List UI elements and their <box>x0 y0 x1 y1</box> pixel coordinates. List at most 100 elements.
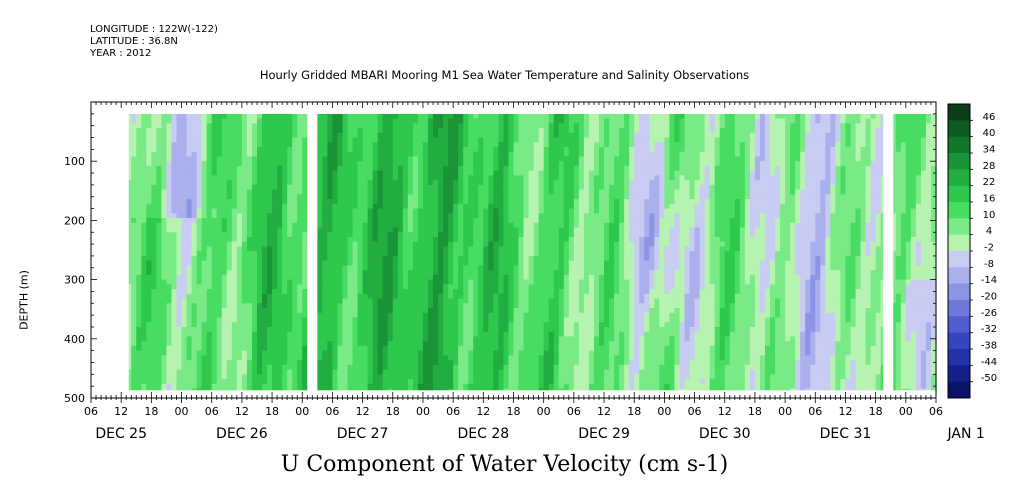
heatmap-cell <box>256 170 263 177</box>
heatmap-cell <box>201 284 208 290</box>
heatmap-cell <box>367 303 374 309</box>
heatmap-cell <box>458 284 464 290</box>
heatmap-cell <box>377 232 384 238</box>
heatmap-cell <box>392 189 399 195</box>
heatmap-cell <box>468 156 474 162</box>
heatmap-cell <box>241 232 248 238</box>
heatmap-cell <box>367 284 374 290</box>
heatmap-cell <box>412 364 419 371</box>
heatmap-cell <box>302 170 308 177</box>
heatmap-cell <box>256 289 263 295</box>
heatmap-cell <box>146 151 152 158</box>
heatmap-cell <box>503 227 510 233</box>
heatmap-cell <box>377 118 384 124</box>
heatmap-cell <box>146 355 152 361</box>
heatmap-cell <box>438 128 444 134</box>
heatmap-cell <box>337 303 344 309</box>
heatmap-cell <box>126 146 132 153</box>
heatmap-cell <box>156 326 163 333</box>
heatmap-cell <box>412 308 419 314</box>
heatmap-cell <box>347 194 354 200</box>
heatmap-cell <box>191 246 198 252</box>
heatmap-cell <box>181 142 188 148</box>
heatmap-cell <box>277 170 283 177</box>
heatmap-cell <box>317 227 323 233</box>
heatmap-cell <box>292 218 298 224</box>
heatmap-cell <box>397 180 404 186</box>
heatmap-cell <box>377 199 384 205</box>
heatmap-cell <box>473 322 479 328</box>
heatmap-cell <box>438 241 444 248</box>
heatmap-cell <box>463 345 469 352</box>
heatmap-cell <box>357 156 364 162</box>
heatmap-cell <box>126 132 132 139</box>
heatmap-cell <box>287 132 293 139</box>
heatmap-cell <box>342 279 349 285</box>
heatmap-cell <box>287 303 293 309</box>
heatmap-cell <box>186 317 193 323</box>
heatmap-cell <box>126 142 132 148</box>
heatmap-cell <box>191 241 198 248</box>
heatmap-cell <box>211 317 218 323</box>
heatmap-cell <box>387 241 394 248</box>
heatmap-cell <box>332 175 339 181</box>
heatmap-cell <box>352 350 359 356</box>
heatmap-cell <box>342 146 349 153</box>
heatmap-cell <box>236 265 243 271</box>
heatmap-cell <box>156 146 163 153</box>
heatmap-cell <box>287 180 293 186</box>
heatmap-cell <box>256 369 263 375</box>
heatmap-cell <box>211 289 218 295</box>
heatmap-cell <box>422 194 429 200</box>
heatmap-cell <box>317 293 323 300</box>
heatmap-cell <box>166 374 173 380</box>
heatmap-cell <box>292 156 298 162</box>
heatmap-cell <box>231 379 238 385</box>
heatmap-cell <box>453 303 459 309</box>
heatmap-cell <box>503 113 510 120</box>
heatmap-cell <box>458 251 464 257</box>
heatmap-cell <box>171 326 178 333</box>
heatmap-cell <box>241 355 248 361</box>
heatmap-cell <box>166 360 173 366</box>
heatmap-cell <box>458 326 464 333</box>
heatmap-cell <box>422 118 429 124</box>
heatmap-cell <box>468 379 474 385</box>
heatmap-cell <box>427 142 434 148</box>
heatmap-cell <box>382 336 389 342</box>
heatmap-cell <box>272 123 278 129</box>
heatmap-cell <box>473 137 479 143</box>
heatmap-cell <box>352 317 359 323</box>
heatmap-cell <box>372 236 379 243</box>
heatmap-cell <box>262 161 268 167</box>
heatmap-cell <box>302 213 308 219</box>
heatmap-cell <box>407 118 414 124</box>
heatmap-cell <box>267 274 273 281</box>
heatmap-cell <box>277 118 283 124</box>
heatmap-cell <box>246 279 253 285</box>
heatmap-cell <box>407 274 414 281</box>
heatmap-cell <box>156 317 163 323</box>
heatmap-cell <box>231 317 238 323</box>
heatmap-cell <box>241 222 248 229</box>
heatmap-cell <box>171 137 178 143</box>
heatmap-cell <box>443 156 449 162</box>
heatmap-cell <box>161 241 168 248</box>
heatmap-cell <box>256 189 263 195</box>
heatmap-cell <box>236 236 243 243</box>
heatmap-cell <box>262 208 268 214</box>
heatmap-cell <box>443 303 449 309</box>
heatmap-cell <box>322 236 328 243</box>
heatmap-cell <box>453 298 459 304</box>
heatmap-cell <box>146 260 152 266</box>
heatmap-cell <box>231 161 238 167</box>
heatmap-cell <box>181 213 188 219</box>
heatmap-cell <box>156 274 163 281</box>
heatmap-cell <box>181 284 188 290</box>
heatmap-cell <box>221 175 228 181</box>
heatmap-cell <box>302 374 308 380</box>
heatmap-cell <box>322 132 328 139</box>
heatmap-cell <box>176 345 183 352</box>
heatmap-cell <box>186 156 193 162</box>
heatmap-cell <box>417 284 424 290</box>
